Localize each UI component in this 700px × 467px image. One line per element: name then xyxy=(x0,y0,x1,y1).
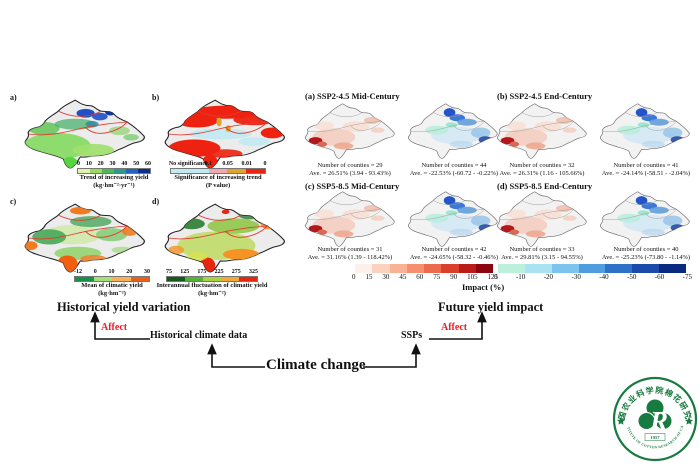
colorbar-negative-ticks: 0 -10 -20 -30 -40 -50 -60 -75 xyxy=(494,273,692,281)
institute-logo: 中国农业科学院棉花研究所 INSTITUTE OF COTTON RESEARC… xyxy=(612,376,698,462)
stat-counties: Number of counties = 40 xyxy=(613,246,679,253)
ssps-label: SSPs xyxy=(401,330,423,341)
stats-positive-ssp245-mid: Number of counties = 29 Ave. = 26.51% (3… xyxy=(302,162,398,178)
no-significance-label: No significance xyxy=(168,161,208,167)
impact-axis-label: Impact (%) xyxy=(462,282,505,292)
panel-title-ssp585-mid: (c) SSP5-8.5 Mid-Century xyxy=(305,181,400,191)
legend-significance: No significance 0.1 0.05 0.01 0 Signific… xyxy=(168,161,267,190)
stat-average: Ave. = -25.23% (-73.80 - -1.14%) xyxy=(601,254,691,261)
stat-average: Ave. = 26.51% (3.94 - 93.43%) xyxy=(309,170,391,177)
logo-year-banner xyxy=(644,433,666,441)
stats-positive-ssp245-end: Number of counties = 32 Ave. = 26.31% (1… xyxy=(494,162,590,178)
map-positive-impact-ssp245-mid xyxy=(304,103,395,159)
stat-average: Ave. = -24.65% (-58.32 - -0.46%) xyxy=(409,254,499,261)
map-mean-climatic-yield xyxy=(24,203,145,273)
map-tag-c: c) xyxy=(10,197,17,206)
colorbar-positive-ticks: 0 15 30 45 60 75 90 105 125 xyxy=(352,273,498,281)
map-tag-a: a) xyxy=(10,93,17,102)
legend-fluctuation-colorbar xyxy=(166,276,258,282)
legend-fluctuation: 75 125 175 225 275 325 Interannual fluctuatio… xyxy=(156,269,268,298)
legend-mean-colorbar xyxy=(74,276,150,282)
stat-average: Ave. = -22.53% (-60.72 - -0.22%) xyxy=(409,170,499,177)
stats-positive-ssp585-mid: Number of counties = 31 Ave. = 31.16% (1… xyxy=(302,246,398,262)
stat-counties: Number of counties = 29 xyxy=(317,162,383,169)
stats-negative-ssp585-end: Number of counties = 40 Ave. = -25.23% (… xyxy=(596,246,696,262)
logo-emblem: R xyxy=(637,399,673,436)
legend-trend-units: (kg·hm⁻²·yr⁻¹) xyxy=(93,182,135,189)
colorbar-positive-impact xyxy=(355,264,493,273)
legend-trend: 0 10 20 30 40 50 60 Trend of increasing yield … xyxy=(77,161,151,190)
panel-title-ssp245-end: (b) SSP2-4.5 End-Century xyxy=(497,91,593,101)
historical-climate-data-label: Historical climate data xyxy=(150,330,248,341)
flow-arrows xyxy=(90,311,487,368)
stat-average: Ave. = 26.31% (1.16 - 105.66%) xyxy=(499,170,585,177)
panel-title-ssp245-mid: (a) SSP2-4.5 Mid-Century xyxy=(305,91,400,101)
logo-star-right xyxy=(685,417,693,425)
stat-average: Ave. = 29.81% (3.15 - 94.55%) xyxy=(501,254,583,261)
map-tag-d: d) xyxy=(152,197,160,206)
stat-counties: Number of counties = 31 xyxy=(317,246,383,253)
legend-mean: -12 0 10 20 30 Mean of climatic yield (kg·hm… xyxy=(74,269,150,298)
climate-change-label: Climate change xyxy=(266,357,366,373)
legend-trend-ticks: 0 10 20 30 40 50 60 xyxy=(77,161,151,167)
map-trend-of-increasing-yield xyxy=(24,99,145,169)
legend-fluctuation-label: Interannual fluctuation of climatic yiel… xyxy=(156,282,268,289)
stat-average: Ave. = 31.16% (1.39 - 118.42%) xyxy=(307,254,393,261)
map-significance-of-trend xyxy=(164,99,285,169)
legend-fluctuation-ticks: 75 125 175 225 275 325 xyxy=(166,269,258,275)
legend-trend-colorbar xyxy=(77,168,151,174)
map-interannual-fluctuation xyxy=(164,203,285,273)
logo-r-monogram: R xyxy=(649,406,668,436)
legend-significance-units: (P value) xyxy=(205,182,231,189)
logo-year: 1957 xyxy=(650,435,660,440)
map-negative-impact-ssp245-mid xyxy=(407,103,498,159)
stats-negative-ssp585-mid: Number of counties = 42 Ave. = -24.65% (… xyxy=(404,246,504,262)
map-positive-impact-ssp585-end xyxy=(496,191,587,247)
stat-counties: Number of counties = 33 xyxy=(509,246,575,253)
affect-label-right: Affect xyxy=(441,322,468,333)
stat-average: Ave. = -24.14% (-58.51 - -2.04%) xyxy=(601,170,691,177)
legend-mean-label: Mean of climatic yield xyxy=(81,282,143,289)
legend-significance-label: Significance of increasing trend xyxy=(174,174,262,181)
legend-significance-colorbar xyxy=(170,168,266,174)
legend-fluctuation-units: (kg·hm⁻²) xyxy=(198,290,226,297)
map-tag-b: b) xyxy=(152,93,160,102)
map-negative-impact-ssp585-end xyxy=(599,191,690,247)
affect-label-left: Affect xyxy=(101,322,128,333)
stats-negative-ssp245-mid: Number of counties = 44 Ave. = -22.53% (… xyxy=(404,162,504,178)
legend-mean-units: (kg·hm⁻²) xyxy=(98,290,126,297)
colorbar-negative-impact xyxy=(498,264,687,273)
legend-mean-ticks: -12 0 10 20 30 xyxy=(74,269,150,275)
legend-trend-label: Trend of increasing yield xyxy=(79,174,149,181)
map-negative-impact-ssp245-end xyxy=(599,103,690,159)
stat-counties: Number of counties = 32 xyxy=(509,162,575,169)
map-positive-impact-ssp585-mid xyxy=(304,191,395,247)
stats-positive-ssp585-end: Number of counties = 33 Ave. = 29.81% (3… xyxy=(494,246,590,262)
map-negative-impact-ssp585-mid xyxy=(407,191,498,247)
map-positive-impact-ssp245-end xyxy=(496,103,587,159)
stat-counties: Number of counties = 44 xyxy=(421,162,487,169)
future-section-title: Future yield impact xyxy=(438,300,544,314)
legend-significance-ticks: No significance 0.1 0.05 0.01 0 xyxy=(168,161,267,167)
stat-counties: Number of counties = 42 xyxy=(421,246,487,253)
stat-counties: Number of counties = 41 xyxy=(613,162,679,169)
stats-negative-ssp245-end: Number of counties = 41 Ave. = -24.14% (… xyxy=(596,162,696,178)
logo-star-left xyxy=(617,417,625,425)
panel-title-ssp585-end: (d) SSP5-8.5 End-Century xyxy=(497,181,593,191)
historical-section-title: Historical yield variation xyxy=(57,300,191,314)
